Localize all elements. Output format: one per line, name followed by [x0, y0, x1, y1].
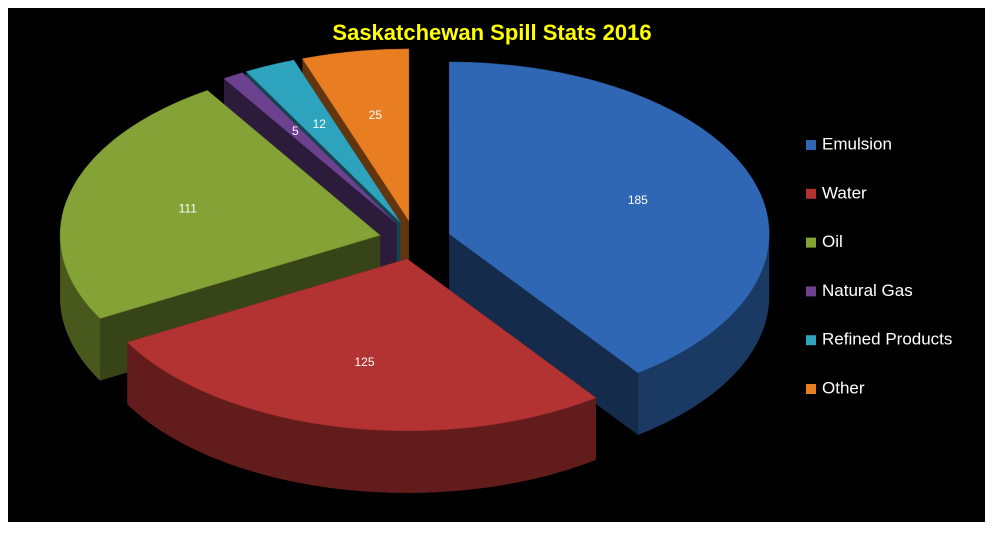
slice-top: [301, 48, 410, 222]
legend-swatch: [806, 384, 816, 394]
legend-swatch: [806, 188, 816, 199]
slice-wall: [60, 235, 101, 381]
slice-label: 5: [292, 124, 299, 138]
slice-top: [448, 61, 770, 374]
slice-label: 111: [179, 201, 198, 215]
legend-label: Refined Products: [822, 330, 952, 349]
legend-label: Water: [822, 183, 867, 202]
slice-label: 25: [369, 108, 383, 122]
legend-label: Natural Gas: [822, 281, 913, 300]
slice-top: [223, 72, 397, 224]
legend-swatch: [806, 140, 816, 150]
chart-title: Saskatchewan Spill Stats 2016: [332, 20, 651, 45]
slice-label: 185: [628, 193, 648, 207]
pie-slice: [126, 258, 597, 493]
slice-wall: [127, 342, 597, 493]
slice-top: [59, 90, 381, 319]
slice-label: 125: [354, 355, 374, 369]
legend-label: Emulsion: [822, 134, 892, 153]
legend-swatch: [806, 335, 816, 346]
pie-slice: [448, 61, 770, 435]
slice-wall: [638, 234, 770, 435]
slice-top: [245, 59, 401, 223]
legend-swatch: [806, 286, 816, 297]
legend-swatch: [806, 237, 816, 248]
slice-label: 12: [313, 117, 327, 131]
slice-top: [126, 258, 597, 432]
slice-cut-face: [449, 234, 638, 435]
legend-label: Other: [822, 378, 865, 397]
legend-label: Oil: [822, 232, 843, 251]
